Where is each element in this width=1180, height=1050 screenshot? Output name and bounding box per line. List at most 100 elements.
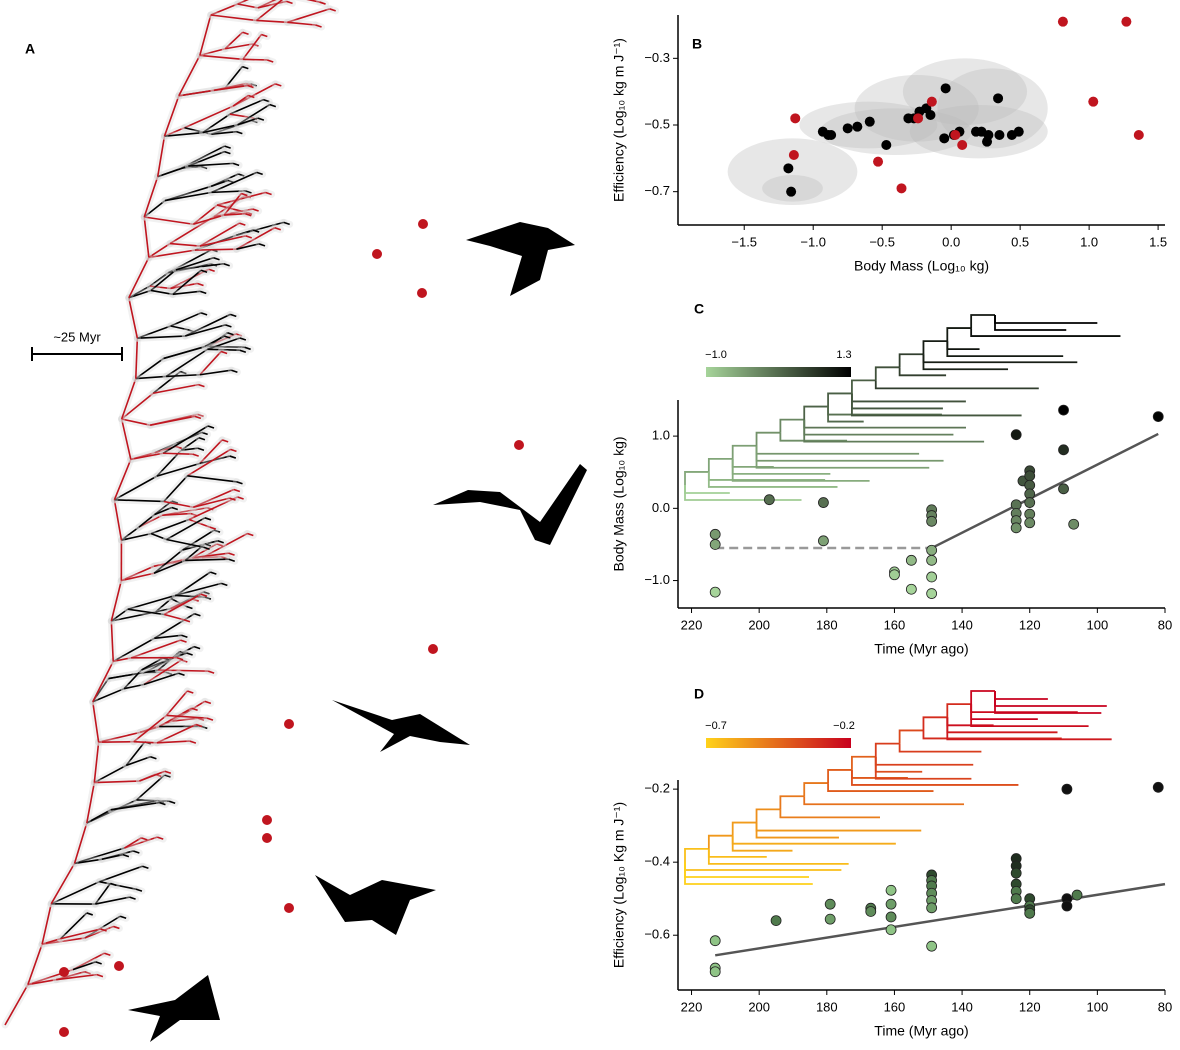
data-point bbox=[1011, 894, 1021, 904]
data-point bbox=[1059, 445, 1069, 455]
inset-branch bbox=[947, 328, 971, 341]
colorbar bbox=[706, 738, 851, 748]
data-point bbox=[927, 903, 937, 913]
data-point bbox=[886, 885, 896, 895]
data-point bbox=[825, 899, 835, 909]
inset-branch bbox=[804, 783, 828, 796]
data-point bbox=[1059, 484, 1069, 494]
data-point bbox=[889, 570, 899, 580]
x-tick-label: 180 bbox=[816, 999, 838, 1014]
data-point bbox=[881, 140, 891, 150]
data-point bbox=[896, 183, 906, 193]
silhouette bbox=[466, 222, 575, 296]
tree-branch bbox=[163, 453, 193, 454]
x-tick-label: 120 bbox=[1019, 999, 1041, 1014]
inset-branch bbox=[733, 823, 757, 836]
y-tick-label: −1.0 bbox=[644, 572, 670, 587]
inset-branch bbox=[947, 341, 979, 349]
inset-branch bbox=[900, 730, 924, 743]
tip-dot bbox=[418, 219, 428, 229]
y-tick-label: −0.3 bbox=[644, 50, 670, 65]
trend-line bbox=[932, 434, 1159, 548]
x-tick-label: 0.5 bbox=[1011, 234, 1029, 249]
inset-branch bbox=[780, 809, 880, 817]
inset-branch bbox=[971, 315, 995, 328]
y-tick-label: −0.7 bbox=[644, 183, 670, 198]
silhouette bbox=[332, 700, 470, 752]
x-tick-label: 1.0 bbox=[1080, 234, 1098, 249]
data-point bbox=[1014, 127, 1024, 137]
data-point bbox=[710, 967, 720, 977]
inset-branch bbox=[947, 704, 971, 717]
colorbar-label: −0.7 bbox=[705, 720, 727, 732]
inset-branch bbox=[995, 691, 1101, 713]
panel-label: C bbox=[694, 301, 704, 317]
data-point bbox=[941, 83, 951, 93]
data-point bbox=[789, 150, 799, 160]
data-point bbox=[710, 529, 720, 539]
silhouette bbox=[315, 875, 436, 935]
data-point bbox=[1059, 405, 1069, 415]
inset-branch bbox=[780, 420, 804, 433]
inset-branch bbox=[876, 744, 900, 757]
data-point bbox=[983, 130, 993, 140]
y-axis-label: Efficiency (Log₁₀ kg m J⁻¹) bbox=[611, 38, 627, 202]
tip-dot bbox=[262, 833, 272, 843]
inset-branch bbox=[757, 446, 930, 468]
data-point bbox=[927, 555, 937, 565]
colorbar-label: 1.3 bbox=[836, 349, 851, 361]
inset-branch bbox=[876, 367, 900, 380]
data-point bbox=[790, 113, 800, 123]
y-tick-label: −0.5 bbox=[644, 116, 670, 131]
x-axis-label: Time (Myr ago) bbox=[874, 1023, 968, 1039]
silhouette bbox=[128, 975, 220, 1042]
inset-branch bbox=[828, 770, 852, 783]
scale-bar-label: ~25 Myr bbox=[53, 329, 101, 344]
inset-branch bbox=[685, 472, 709, 485]
tree-branch bbox=[243, 59, 267, 60]
data-point bbox=[1011, 523, 1021, 533]
data-point bbox=[886, 912, 896, 922]
inset-branch bbox=[757, 446, 920, 454]
tip-dot bbox=[284, 903, 294, 913]
silhouette bbox=[433, 464, 587, 545]
colorbar bbox=[706, 367, 851, 377]
figure: A ~25 Myr −1.5−1.0−0.50.00.51.01.5−0.3−0… bbox=[0, 0, 1180, 1050]
x-tick-label: −0.5 bbox=[869, 234, 895, 249]
data-point bbox=[1062, 901, 1072, 911]
data-point bbox=[1134, 130, 1144, 140]
inset-branch bbox=[900, 744, 982, 752]
y-tick-label: −0.4 bbox=[644, 854, 670, 869]
data-point bbox=[818, 536, 828, 546]
inset-branch bbox=[757, 823, 922, 831]
inset-branch bbox=[852, 380, 876, 393]
inset-branch bbox=[923, 717, 947, 730]
x-tick-label: 140 bbox=[951, 617, 973, 632]
data-point bbox=[906, 584, 916, 594]
data-point bbox=[1072, 890, 1082, 900]
tip-dot bbox=[59, 1027, 69, 1037]
data-point bbox=[927, 516, 937, 526]
y-axis-label: Efficiency (Log₁₀ Kg m J⁻¹) bbox=[611, 802, 627, 968]
data-point bbox=[818, 498, 828, 508]
inset-branch bbox=[709, 459, 733, 472]
data-point bbox=[927, 589, 937, 599]
data-point bbox=[866, 906, 876, 916]
data-point bbox=[927, 572, 937, 582]
tip-dot bbox=[262, 815, 272, 825]
x-axis-label: Time (Myr ago) bbox=[874, 641, 968, 657]
data-point bbox=[710, 936, 720, 946]
data-point bbox=[710, 587, 720, 597]
data-point bbox=[1153, 412, 1163, 422]
data-point bbox=[927, 545, 937, 555]
x-tick-label: 80 bbox=[1158, 617, 1172, 632]
data-point bbox=[1088, 97, 1098, 107]
inset-branch bbox=[685, 849, 709, 862]
inset-branch bbox=[876, 757, 973, 765]
inset-branch bbox=[852, 393, 1022, 415]
inset-branch bbox=[709, 836, 733, 849]
x-tick-label: −1.0 bbox=[800, 234, 826, 249]
data-point bbox=[927, 941, 937, 951]
inset-branch bbox=[876, 380, 1039, 388]
inset-branch bbox=[804, 796, 964, 804]
